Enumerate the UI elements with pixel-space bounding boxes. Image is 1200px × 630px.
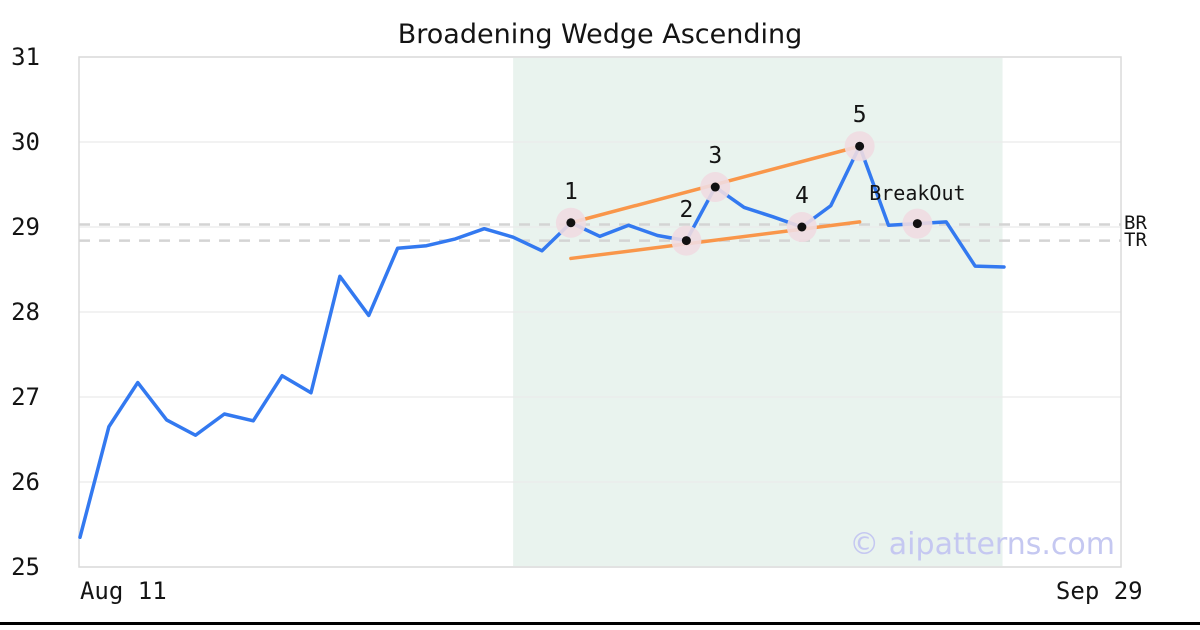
breakout-label: BreakOut bbox=[869, 180, 966, 205]
y-tick-label: 29 bbox=[11, 213, 40, 241]
price-line bbox=[78, 144, 1006, 539]
pattern-point-label-1: 1 bbox=[563, 178, 578, 205]
marker-dot-4 bbox=[797, 222, 807, 232]
breakout-resistance-label: BR bbox=[1124, 212, 1147, 235]
y-tick-label: 27 bbox=[11, 383, 40, 411]
x-tick-label-end: Sep 29 bbox=[1055, 577, 1143, 605]
y-tick-label: 25 bbox=[11, 553, 40, 581]
x-tick-label-start: Aug 11 bbox=[79, 577, 167, 605]
pattern-point-label-4: 4 bbox=[794, 183, 809, 209]
y-tick-label: 30 bbox=[11, 128, 40, 156]
marker-dot-3 bbox=[710, 182, 720, 192]
chart-title: Broadening Wedge Ascending bbox=[397, 19, 803, 50]
watermark: © aipatterns.com bbox=[849, 527, 1115, 562]
pattern-point-label-3: 3 bbox=[708, 143, 723, 170]
marker-dot-2 bbox=[681, 236, 691, 246]
marker-dot-breakout bbox=[912, 219, 922, 229]
pattern-point-label-2: 2 bbox=[679, 196, 694, 223]
pattern-point-label-5: 5 bbox=[852, 102, 867, 129]
trendline-resistance-label: TR bbox=[1124, 228, 1147, 251]
y-tick-label: 28 bbox=[11, 298, 40, 326]
marker-dot-1 bbox=[566, 218, 576, 228]
marker-dot-5 bbox=[855, 141, 865, 151]
bottom-rule bbox=[0, 622, 1200, 625]
y-tick-label: 26 bbox=[11, 468, 40, 496]
y-tick-label: 31 bbox=[11, 43, 40, 71]
plot-frame bbox=[78, 56, 1122, 568]
